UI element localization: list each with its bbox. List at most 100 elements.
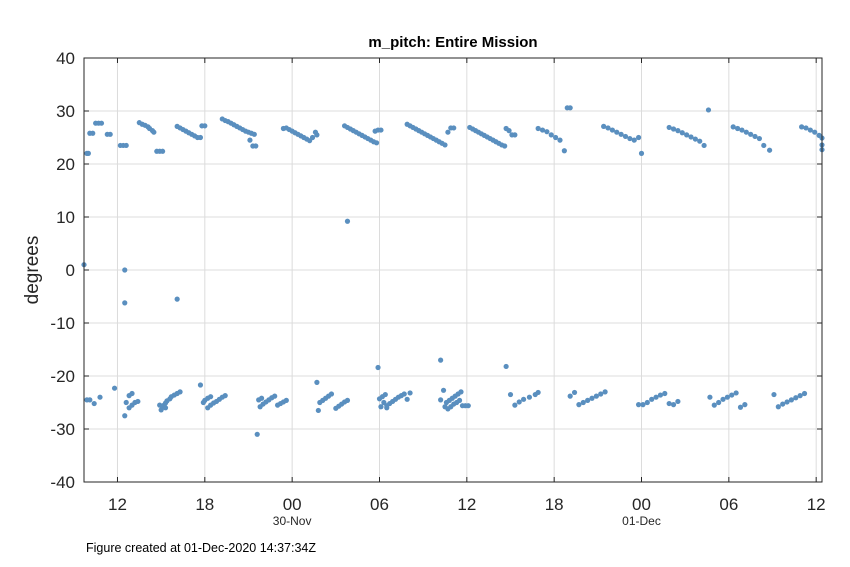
data-point — [752, 133, 758, 140]
data-point — [373, 140, 380, 146]
data-point — [666, 400, 672, 407]
data-point — [135, 398, 141, 405]
x-tick-label: 18 — [545, 495, 564, 514]
data-point — [580, 399, 586, 406]
data-point — [571, 389, 578, 396]
data-point — [344, 397, 351, 403]
data-point — [535, 389, 541, 396]
grid-lines — [84, 58, 822, 482]
data-point — [553, 134, 559, 141]
data-point — [561, 148, 567, 154]
data-point — [162, 405, 169, 411]
data-point — [567, 393, 573, 399]
data-point — [589, 395, 595, 401]
x-tick-label: 06 — [370, 495, 389, 514]
data-point — [688, 134, 694, 140]
data-point — [614, 129, 620, 135]
data-point — [544, 129, 550, 135]
data-point — [593, 393, 599, 399]
data-point — [635, 134, 642, 141]
data-point — [670, 126, 677, 132]
data-point — [780, 401, 786, 407]
data-point — [442, 142, 448, 148]
data-point — [309, 134, 316, 141]
data-point — [788, 397, 795, 403]
x-tick-label: 12 — [457, 495, 476, 514]
data-point — [107, 131, 113, 137]
data-point — [507, 391, 514, 398]
data-point — [635, 402, 642, 408]
data-point — [384, 405, 390, 411]
data-point — [675, 128, 681, 134]
data-point — [793, 395, 799, 401]
data-point — [602, 389, 608, 395]
data-point — [438, 357, 444, 363]
data-point — [631, 137, 637, 143]
data-point — [456, 397, 463, 403]
data-point — [378, 404, 384, 410]
data-point — [123, 142, 129, 149]
data-point — [516, 399, 522, 405]
data-point — [254, 431, 260, 437]
data-point — [97, 394, 103, 400]
data-point — [407, 390, 413, 396]
data-point — [743, 129, 749, 135]
x-tick-label: 00 — [283, 495, 302, 514]
y-tick-label: -30 — [50, 420, 75, 439]
data-point — [756, 135, 763, 142]
data-point — [684, 132, 690, 138]
data-point — [799, 124, 805, 130]
data-point — [711, 402, 717, 408]
y-tick-label: 40 — [56, 49, 75, 68]
data-point — [742, 402, 748, 408]
data-point — [739, 127, 745, 133]
data-point — [761, 142, 767, 149]
data-point — [404, 396, 410, 402]
data-point — [724, 394, 730, 400]
data-point — [666, 124, 672, 131]
data-point — [315, 407, 321, 414]
data-point — [283, 397, 289, 403]
data-point — [258, 395, 265, 401]
data-point — [585, 397, 591, 403]
data-point — [512, 132, 518, 138]
data-point — [640, 402, 646, 408]
data-point — [90, 130, 96, 136]
data-point — [812, 129, 818, 135]
data-point — [85, 150, 91, 156]
data-point — [775, 404, 781, 410]
data-point — [618, 131, 624, 137]
data-point — [705, 107, 712, 113]
data-point — [679, 130, 685, 136]
data-point — [160, 148, 166, 154]
data-point — [465, 403, 471, 409]
x-tick-label: 12 — [108, 495, 127, 514]
data-point — [784, 399, 790, 405]
data-point — [202, 123, 208, 129]
data-point — [272, 393, 278, 399]
y-axis-label: degrees — [22, 236, 43, 305]
data-point — [598, 391, 604, 397]
x-tick-label: 18 — [195, 495, 214, 514]
data-point — [197, 134, 204, 141]
data-point — [122, 267, 128, 273]
data-point — [174, 296, 180, 302]
data-point — [766, 147, 773, 153]
data-point — [445, 129, 451, 135]
data-point — [737, 404, 744, 410]
data-point — [503, 363, 509, 370]
y-tick-label: -40 — [50, 473, 75, 492]
data-point — [440, 387, 447, 393]
data-point — [251, 131, 257, 137]
y-tick-label: -20 — [50, 367, 75, 386]
data-point — [526, 394, 533, 400]
data-point — [382, 391, 388, 398]
data-point — [253, 143, 259, 149]
data-point — [401, 391, 407, 397]
x-tick-label: 00 — [632, 495, 651, 514]
data-point — [208, 394, 214, 400]
data-point — [91, 400, 97, 407]
data-point — [720, 396, 726, 402]
data-point — [716, 399, 722, 406]
